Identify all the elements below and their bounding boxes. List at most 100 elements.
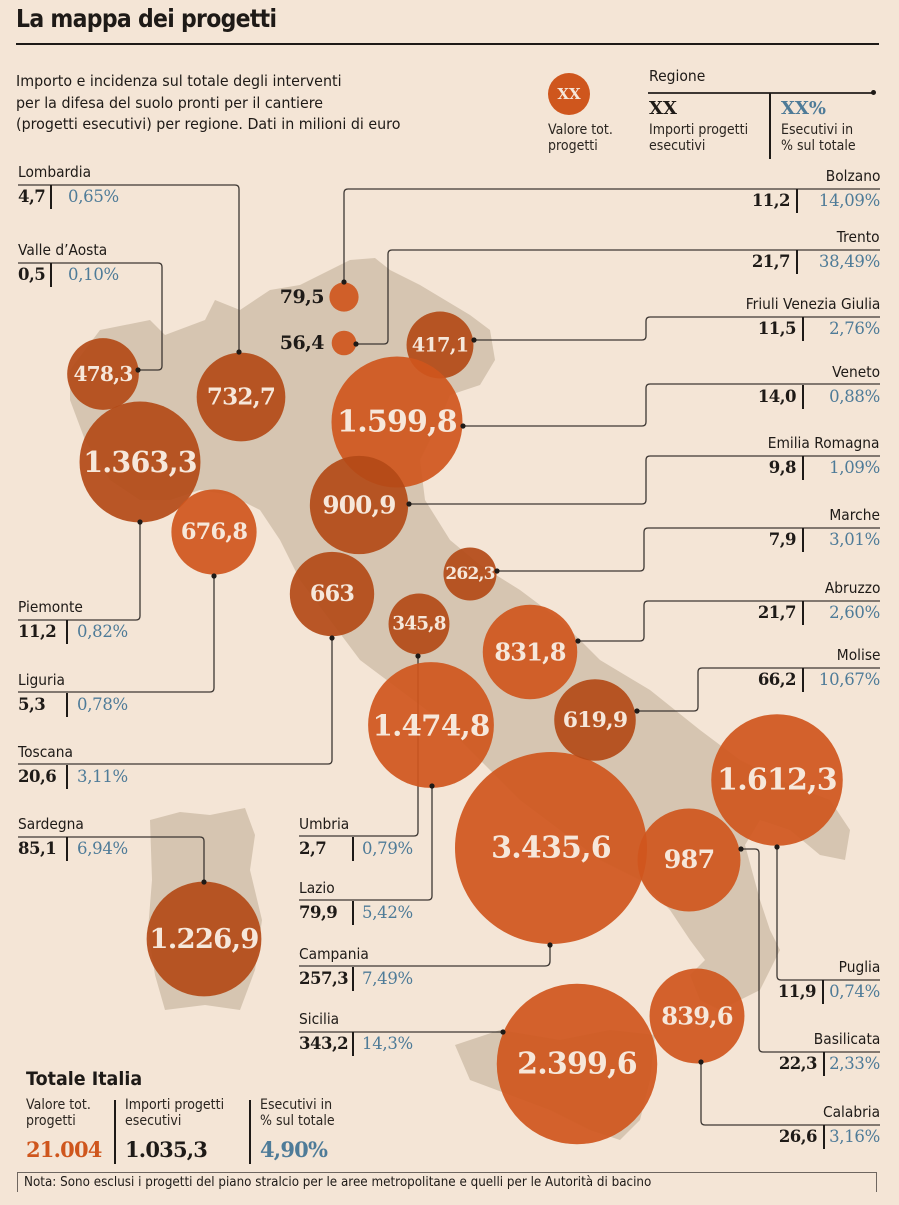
- region-name: Emilia Romagna: [768, 434, 880, 452]
- region-name: Valle d’Aosta: [18, 241, 108, 259]
- bubble-trento: [331, 330, 357, 356]
- region-amount: 21,7: [757, 603, 797, 622]
- region-amount: 343,2: [299, 1034, 349, 1053]
- bubble-lombardia: [196, 352, 286, 442]
- region-amount: 11,2: [751, 191, 791, 210]
- leader-dot-bolzano: [341, 279, 347, 285]
- leader-dot-molise: [634, 708, 640, 714]
- region-name: Toscana: [18, 743, 73, 761]
- bubble-marche: [443, 547, 497, 601]
- region-separator: [66, 620, 68, 644]
- region-separator: [50, 263, 52, 287]
- bubble-value-bolzano: 79,5: [279, 286, 325, 308]
- region-name: Puglia: [838, 958, 880, 976]
- leader-dot-liguria: [211, 573, 217, 579]
- region-name: Basilicata: [813, 1030, 880, 1048]
- region-percent: 0,78%: [77, 695, 128, 714]
- region-name: Calabria: [822, 1103, 880, 1121]
- region-name: Sardegna: [18, 815, 84, 833]
- leader-line-campania: [299, 945, 551, 967]
- legend-pct-placeholder: XX%: [781, 98, 827, 119]
- region-name: Marche: [829, 506, 880, 524]
- region-percent: 14,3%: [362, 1034, 413, 1053]
- footnote-text: Nota: Sono esclusi i progetti del piano …: [24, 1175, 652, 1190]
- leader-dot-trento: [353, 341, 359, 347]
- bubble-lazio: [368, 662, 494, 788]
- legend-bubble-text: XX: [557, 85, 581, 103]
- leader-dot-veneto: [460, 423, 466, 429]
- region-amount: 11,9: [777, 982, 817, 1001]
- legend-amount-placeholder: XX: [649, 98, 677, 119]
- region-name: Umbria: [299, 815, 350, 833]
- totals-total-value: 21.004: [26, 1137, 102, 1162]
- region-separator: [802, 668, 804, 692]
- leader-dot-piemonte: [137, 519, 143, 525]
- bubbles-layer: [67, 282, 843, 1145]
- bubble-sardegna: [146, 881, 262, 997]
- region-percent: 3,16%: [829, 1127, 880, 1146]
- region-percent: 3,01%: [829, 530, 880, 549]
- region-percent: 0,65%: [68, 187, 119, 206]
- bubble-value-toscana: 663: [309, 581, 355, 607]
- bubble-campania: [455, 752, 647, 944]
- region-amount: 11,2: [18, 622, 57, 641]
- totals-title: Totale Italia: [26, 1068, 143, 1090]
- legend-separator: [769, 93, 771, 159]
- region-separator: [802, 385, 804, 409]
- bubble-value-abruzzo: 831,8: [494, 637, 566, 667]
- region-amount: 66,2: [757, 670, 797, 689]
- region-amount: 79,9: [299, 903, 338, 922]
- bubble-value-sicilia: 2.399,6: [517, 1046, 637, 1082]
- region-percent: 0,88%: [829, 387, 880, 406]
- bubble-bolzano: [329, 282, 359, 312]
- region-percent: 7,49%: [362, 969, 413, 988]
- bubble-valle-daosta: [67, 338, 139, 410]
- leader-line-molise: [637, 667, 880, 712]
- region-separator: [352, 1032, 354, 1056]
- leader-dot-valle-daosta: [135, 367, 141, 373]
- bubble-friuli: [406, 311, 474, 379]
- leader-dot-lazio: [429, 783, 435, 789]
- leader-line-valle-daosta: [18, 262, 163, 371]
- region-separator: [802, 528, 804, 552]
- region-name: Sicilia: [299, 1010, 340, 1028]
- region-name: Friuli Venezia Giulia: [745, 295, 880, 313]
- bubble-liguria: [171, 489, 257, 575]
- leader-dot-toscana: [329, 635, 335, 641]
- leader-line-basilicata: [741, 848, 880, 1053]
- bubble-value-basilicata: 987: [663, 845, 716, 875]
- leader-line-veneto: [463, 383, 880, 427]
- region-name: Abruzzo: [824, 579, 880, 597]
- leader-line-trento: [356, 249, 880, 345]
- region-percent: 0,10%: [68, 265, 119, 284]
- region-amount: 22,3: [778, 1054, 818, 1073]
- region-separator: [796, 250, 798, 274]
- bubble-value-lombardia: 732,7: [206, 383, 276, 411]
- totals-pct-label: Esecutivi in % sul totale: [260, 1097, 335, 1129]
- region-separator: [823, 1052, 825, 1076]
- region-amount: 21,7: [751, 252, 791, 271]
- region-name: Campania: [299, 945, 369, 963]
- leader-dot-sicilia: [500, 1029, 506, 1035]
- region-percent: 2,76%: [829, 319, 880, 338]
- leader-dot-campania: [547, 942, 553, 948]
- bubble-toscana: [289, 551, 375, 637]
- leader-line-calabria: [700, 1062, 880, 1126]
- leader-line-lombardia: [18, 184, 240, 352]
- bubble-value-piemonte: 1.363,3: [83, 445, 197, 479]
- leader-dot-emilia: [406, 501, 412, 507]
- leader-line-abruzzo: [578, 600, 880, 642]
- region-amount: 7,9: [768, 530, 797, 549]
- leader-dot-abruzzo: [575, 638, 581, 644]
- region-amount: 14,0: [757, 387, 797, 406]
- bubble-molise: [554, 679, 636, 761]
- leader-line-sardegna: [18, 836, 205, 882]
- totals-total-label: Valore tot. progetti: [26, 1097, 91, 1129]
- leader-dot-friuli: [471, 337, 477, 343]
- region-separator: [802, 317, 804, 341]
- bubble-sicilia: [496, 983, 658, 1145]
- bubble-value-valle-daosta: 478,3: [73, 362, 133, 386]
- legend-region-label: Regione: [649, 67, 706, 85]
- bubble-value-veneto: 1.599,8: [337, 404, 457, 440]
